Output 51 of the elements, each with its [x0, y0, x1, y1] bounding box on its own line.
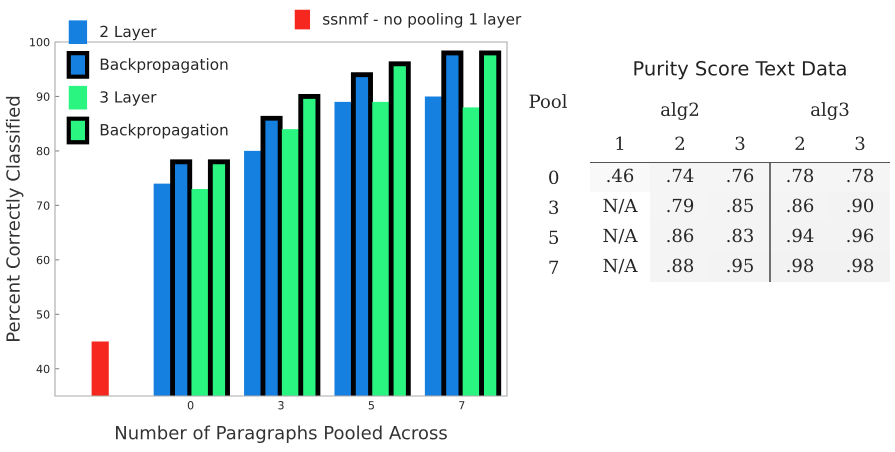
data-label: .78 — [847, 168, 874, 182]
data-label: .85 — [727, 198, 753, 212]
chart-title: Purity Score Text Data — [634, 60, 846, 80]
y-tick-label: 80 — [36, 146, 50, 156]
y-tick-label: 70 — [36, 201, 50, 210]
y-tick-label: 3 — [549, 200, 558, 214]
text: alg2 — [661, 102, 698, 120]
data-label: .76 — [727, 168, 754, 182]
data-label: .96 — [847, 228, 874, 242]
x-tick-label: 3 — [856, 136, 864, 150]
legend-label: Backpropagation — [100, 124, 228, 138]
y-tick-label: 0 — [549, 170, 558, 184]
x-tick-label: 2 — [675, 136, 684, 150]
text: N/A — [603, 198, 638, 214]
y-tick-label: 60 — [36, 256, 50, 264]
data-label: .90 — [847, 198, 874, 212]
y-tick-label: 100 — [30, 38, 50, 46]
text: alg3 — [811, 102, 848, 120]
x-tick-label: 0 — [188, 401, 194, 410]
data-label: .98 — [847, 258, 874, 272]
data-label: .74 — [667, 168, 694, 182]
data-label: .79 — [667, 198, 694, 212]
x-tick-label: 3 — [736, 136, 744, 150]
y-tick-label: 7 — [549, 260, 558, 274]
legend-label: ssnmf - no pooling 1 layer — [323, 12, 522, 28]
legend-label: 3 Layer — [100, 91, 156, 106]
data-label: .86 — [667, 228, 694, 242]
y-tick-label: 5 — [549, 230, 558, 244]
y-tick-label: 90 — [36, 92, 50, 101]
x-tick-label: 5 — [368, 401, 374, 410]
y-tick-label: 40 — [36, 364, 50, 374]
legend-label: 2 Layer — [100, 26, 156, 40]
legend-label: Backpropagation — [100, 58, 228, 73]
y-axis-title: Percent Correctly Classified — [6, 96, 24, 341]
y-tick-label: 50 — [36, 310, 50, 319]
data-label: .86 — [787, 198, 814, 212]
data-label: .46 — [607, 168, 634, 182]
data-label: .78 — [787, 168, 814, 182]
data-label: .98 — [787, 258, 814, 272]
data-label: .83 — [727, 228, 754, 242]
text: N/A — [603, 258, 638, 274]
y-axis-title: Pool — [530, 94, 567, 108]
x-tick-label: 2 — [795, 136, 804, 150]
x-tick-label: 1 — [616, 136, 624, 150]
data-label: .94 — [787, 228, 814, 242]
x-axis-title: Number of Paragraphs Pooled Across — [116, 426, 447, 443]
x-tick-label: 7 — [459, 401, 464, 410]
data-label: .88 — [667, 258, 694, 272]
x-tick-label: 3 — [278, 401, 284, 410]
text: N/A — [603, 228, 638, 244]
data-label: .95 — [727, 258, 753, 272]
